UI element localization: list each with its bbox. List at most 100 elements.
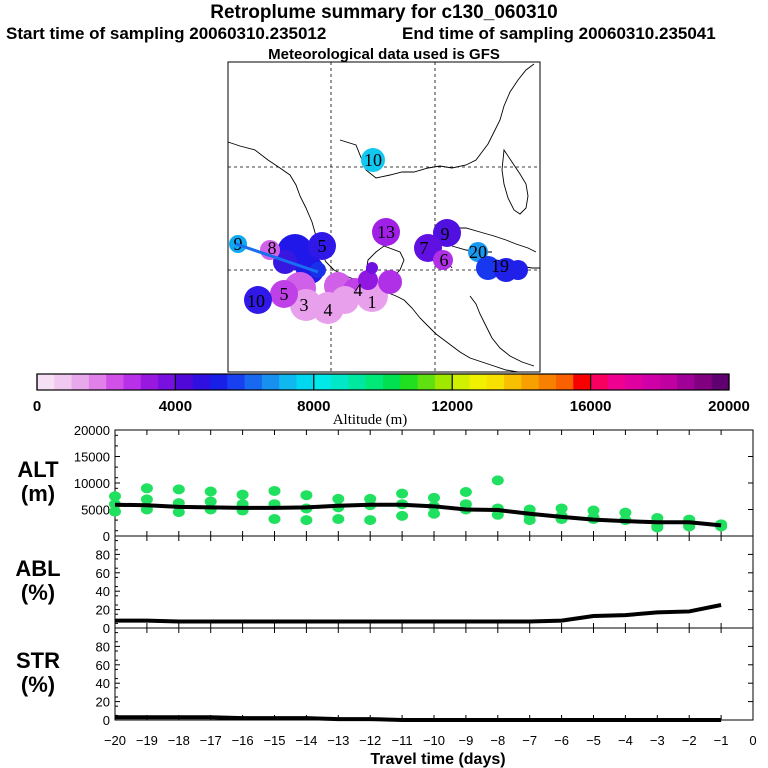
- alt-point: [268, 485, 281, 496]
- map-point-label: 9: [441, 224, 450, 244]
- alt-point: [140, 494, 153, 505]
- colorbar-cell: [244, 374, 263, 390]
- y-tick-label: 40: [96, 584, 110, 599]
- y-tick-label: 20: [96, 695, 110, 710]
- y-tick-label: 60: [96, 658, 110, 673]
- panel-ylabel: (m): [21, 481, 55, 506]
- map-point-label: 8: [268, 238, 277, 258]
- trajectory-marker: [308, 232, 336, 260]
- x-axis-label: Travel time (days): [370, 751, 505, 768]
- colorbar-cell: [106, 374, 124, 390]
- alt-point: [428, 492, 440, 503]
- start-time: Start time of sampling 20060310.235012: [6, 24, 327, 43]
- colorbar-cell: [694, 374, 713, 390]
- end-time: End time of sampling 20060310.235041: [402, 24, 716, 43]
- colorbar-tick-label: 16000: [570, 398, 612, 415]
- trajectory-marker: [433, 219, 461, 247]
- y-tick-label: 0: [103, 713, 110, 728]
- colorbar-label: Altitude (m): [333, 412, 408, 428]
- colorbar-cell: [158, 374, 176, 390]
- alt-point: [396, 488, 409, 499]
- map-point-label: 6: [440, 250, 449, 270]
- colorbar-cell: [261, 374, 280, 390]
- panel-alt: 0 5000 10000 15000 20000 ALT(m): [17, 423, 754, 544]
- x-tick-label: −9: [458, 733, 473, 748]
- trajectory-marker: [366, 262, 378, 274]
- panel-ylabel: STR: [16, 648, 60, 673]
- colorbar-cell: [210, 374, 228, 390]
- x-tick-label: −5: [586, 733, 601, 748]
- map-point-label: 4: [324, 300, 333, 320]
- colorbar-cell: [625, 374, 643, 390]
- alt-point: [332, 493, 345, 504]
- y-tick-label: 40: [96, 676, 110, 691]
- colorbar-tick-label: 4000: [159, 398, 192, 415]
- y-tick-label: 80: [96, 547, 110, 562]
- colorbar-cell: [659, 374, 678, 390]
- y-tick-label: 20: [96, 603, 110, 618]
- x-tick-label: −15: [263, 733, 285, 748]
- time-series-panels: 05000100001500020000ALT(m)020406080ABL(%…: [15, 423, 756, 768]
- panel-ylabel: (%): [21, 672, 55, 697]
- colorbar-cell: [88, 374, 107, 390]
- alt-point: [140, 483, 153, 494]
- alt-median-line: [114, 502, 722, 528]
- colorbar-cell: [400, 374, 419, 390]
- y-tick-label: 15000: [74, 450, 110, 465]
- colorbar-cell: [348, 374, 367, 390]
- trajectory-marker: [358, 270, 378, 290]
- colorbar-cell: [642, 374, 661, 390]
- alt-point: [651, 522, 664, 533]
- map-point-label: 1: [368, 292, 377, 312]
- x-tick-label: −8: [490, 733, 505, 748]
- colorbar: 0 4000 8000 12000 16000 20000 Altitude (m): [33, 373, 750, 428]
- colorbar-cell: [590, 374, 609, 390]
- alt-point: [364, 515, 377, 526]
- x-tick-label: −3: [650, 733, 665, 748]
- trajectory-marker: [270, 280, 298, 308]
- x-tick-label: −13: [327, 733, 349, 748]
- colorbar-cell: [279, 374, 297, 390]
- trajectory-marker: [310, 262, 326, 278]
- alt-point: [332, 514, 345, 525]
- alt-point: [109, 506, 121, 517]
- map-point-label: 13: [377, 222, 395, 242]
- trajectory-marker: [244, 286, 272, 314]
- colorbar-cell: [192, 374, 211, 390]
- trajectory-marker: [290, 289, 322, 321]
- panel-str: 0 20 40 60 80 STR(%): [16, 627, 754, 728]
- alt-point: [204, 486, 217, 497]
- alt-point: [491, 475, 504, 486]
- colorbar-cell: [452, 374, 470, 390]
- alt-point: [396, 510, 409, 521]
- x-tick-label: −18: [168, 733, 190, 748]
- map-panel: 109132019675891053414: [227, 61, 541, 373]
- alt-point: [300, 490, 313, 501]
- x-tick-label: −2: [682, 733, 697, 748]
- panel-ylabel: (%): [21, 580, 55, 605]
- map-frame: [227, 61, 541, 373]
- colorbar-cell: [383, 374, 401, 390]
- x-tick-label: −14: [295, 733, 317, 748]
- x-tick-label: −6: [554, 733, 569, 748]
- colorbar-cell: [417, 374, 436, 390]
- map-point-label: 7: [420, 238, 429, 258]
- x-tick-label: 0: [749, 733, 756, 748]
- colorbar-cell: [123, 374, 142, 390]
- map-point-label: 5: [280, 284, 289, 304]
- map-point-label: 19: [491, 256, 509, 276]
- colorbar-cell: [521, 374, 540, 390]
- alt-point: [619, 507, 632, 518]
- colorbar-cell: [175, 374, 194, 390]
- map-point-label: 10: [247, 291, 265, 311]
- trajectory-marker: [378, 270, 402, 294]
- colorbar-cell: [140, 374, 159, 390]
- colorbar-cell: [227, 374, 246, 390]
- colorbar-cell: [607, 374, 626, 390]
- colorbar-cell: [469, 374, 488, 390]
- colorbar-cell: [54, 374, 73, 390]
- y-tick-label: 20000: [74, 423, 110, 438]
- alt-point: [300, 515, 313, 526]
- panel-ylabel: ABL: [15, 556, 60, 581]
